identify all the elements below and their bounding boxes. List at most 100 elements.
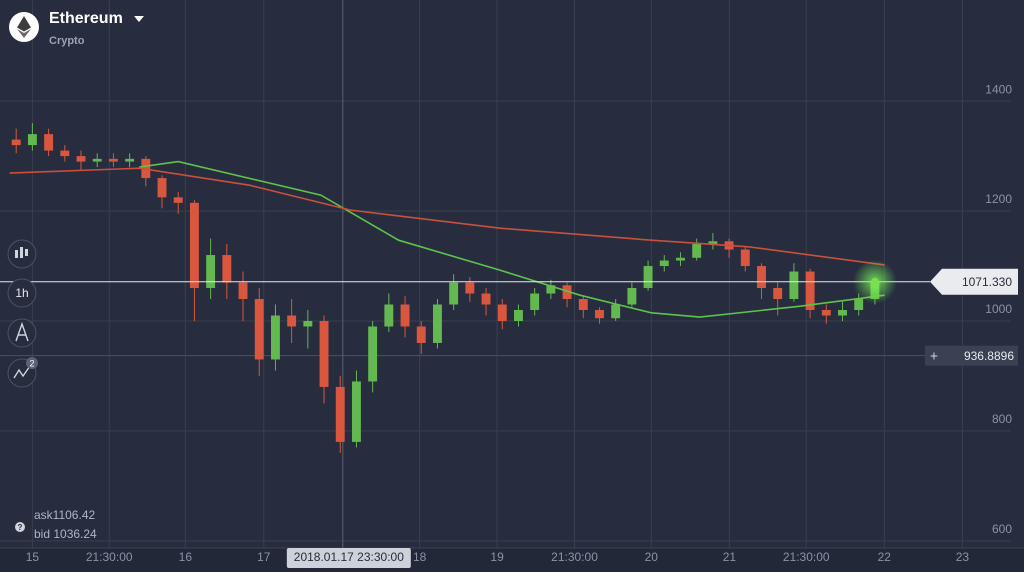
icon [20,247,23,258]
candle-body [238,282,248,300]
candle-body [773,288,783,300]
icon [25,249,28,256]
crosshair-time-box [286,548,411,568]
candle-body [562,285,572,300]
moving-average-line [9,167,885,266]
x-tick-label: 17 [257,550,271,564]
crosshair-price-box [925,345,1018,366]
x-tick-label: 15 [26,550,40,564]
drawing-tools-button[interactable] [7,318,37,348]
x-tick-label: 16 [179,550,193,564]
timeframe-button[interactable] [7,278,37,308]
candle-body [692,244,702,258]
candle-body [465,282,475,294]
candle-body [595,310,604,319]
candle-body [92,158,102,162]
eth-glyph [17,16,31,32]
candle-body [627,288,637,305]
x-tick-label: 21:30:00 [86,550,133,564]
candle-body [125,158,135,162]
candle-body [157,178,167,198]
candle-body [416,326,426,343]
candle-body [432,304,442,343]
candle-body [659,260,669,267]
y-tick-label: 1400 [985,82,1012,96]
x-tick-label: 21:30:00 [783,550,830,564]
asset-dropdown-caret[interactable] [134,16,144,22]
icon [15,250,18,258]
timeframe-label: 1h [15,286,28,300]
x-tick-label: 22 [878,550,892,564]
candle-body [11,139,21,146]
candle-body [222,255,232,283]
crosshair-plus: + [930,347,938,363]
x-tick-label: 21 [723,550,737,564]
axes: 600 800 1000 1200 1400 15 21:30:00 16 17 18 19 21:3… [26,82,1018,568]
eth-glyph-bottom [17,29,31,38]
candle-body [838,310,847,316]
candle-body [708,241,718,245]
help-icon[interactable] [15,522,25,532]
candle-body [254,299,264,360]
candle-body [270,315,280,360]
candle-body [368,326,378,382]
x-tick-label: 21:30:00 [551,550,598,564]
ask-price: ask1106.42 [34,508,95,522]
last-price-dot [870,277,879,286]
candle-body [530,293,540,311]
candle-body [303,320,313,327]
candle-body [578,299,588,311]
y-tick-label: 800 [992,412,1012,426]
candle-body [740,249,750,267]
bid-price: bid 1036.24 [34,527,97,541]
asset-subtitle: Crypto [49,35,85,47]
x-tick-label: 23 [956,550,970,564]
candle-body [335,386,345,442]
candle-body [384,304,394,327]
crosshair-time-label: 2018.01.17 23:30:00 [294,550,404,564]
y-tick-label: 1200 [985,192,1012,206]
toolbar: 1h 2 [7,239,38,388]
candle-body [514,310,523,321]
candle-body [805,271,815,311]
candle-body [854,299,864,311]
x-tick-label: 18 [413,550,427,564]
last-price-tag [930,268,1018,295]
moving-average-line [139,160,885,318]
icon [15,321,29,342]
indicator-badge [26,357,38,369]
x-tick-label: 20 [645,550,659,564]
help-glyph: ? [18,523,23,532]
asset-title[interactable]: Ethereum [49,10,123,27]
icon [13,365,31,379]
candle-body [287,315,297,327]
candle-body [789,271,799,300]
candle-body [76,156,86,162]
candle-body [44,134,54,151]
x-axis-strip [0,548,1024,572]
indicator-count: 2 [29,358,34,368]
candle-body [351,381,361,442]
candle-body [108,158,118,162]
candle-body [449,282,459,305]
candle-body [173,197,183,203]
candle-body [643,266,653,289]
y-tick-label: 1000 [985,302,1012,316]
candle-body [481,293,491,305]
plot-area [0,123,930,453]
x-tick-label: 19 [490,550,504,564]
last-price-label: 1071.330 [962,275,1012,289]
candle-body [497,304,507,321]
candle-body [400,304,410,327]
candle-body [60,150,70,157]
candle-body [546,285,556,294]
candle-body [821,310,831,316]
candle-body [189,202,199,289]
candle-body [757,266,766,289]
candle-body [611,304,621,319]
candle-body [27,134,37,146]
crosshair-price-label: 936.8896 [964,349,1014,363]
y-tick-label: 600 [992,522,1012,536]
